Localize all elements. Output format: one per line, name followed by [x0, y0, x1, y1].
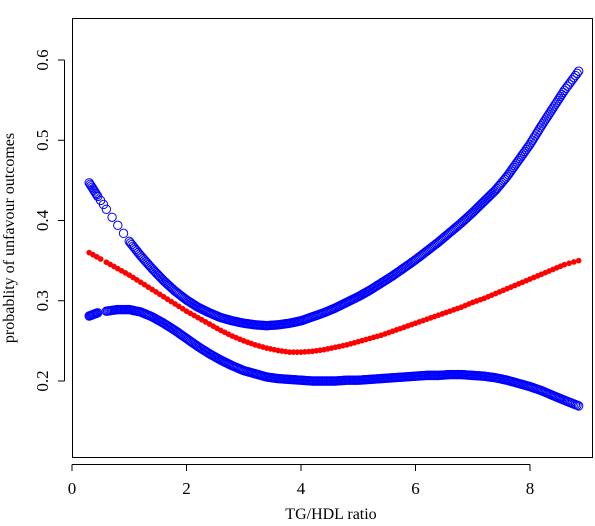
y-tick-label: 0.4	[33, 209, 52, 231]
x-axis-title: TG/HDL ratio	[285, 506, 376, 523]
data-point	[566, 260, 572, 267]
y-tick-label: 0.6	[33, 49, 52, 70]
data-point	[573, 66, 584, 76]
series-upper-confidence-bound	[84, 66, 584, 331]
y-tick-label: 0.3	[33, 290, 52, 311]
x-tick-label: 4	[297, 479, 306, 498]
data-point	[575, 257, 582, 264]
data-point	[118, 228, 129, 239]
data-point	[90, 187, 100, 197]
y-axis-title: probablity of unfavour outcomes	[1, 133, 18, 343]
data-point	[571, 259, 577, 265]
y-tick-label: 0.2	[33, 370, 52, 391]
data-point	[91, 188, 101, 199]
data-point	[573, 401, 584, 411]
data-point	[107, 212, 117, 222]
data-point	[561, 261, 568, 268]
y-tick-label: 0.5	[33, 130, 52, 151]
x-tick-label: 0	[68, 479, 77, 498]
x-tick-label: 8	[526, 479, 535, 498]
plot-frame	[72, 18, 593, 458]
data-point	[97, 256, 104, 262]
series-lower-confidence-bound	[84, 304, 584, 411]
data-point	[98, 199, 109, 210]
x-tick-label: 2	[182, 479, 191, 498]
x-axis: 0 2 4 6 8	[68, 464, 535, 498]
data-point	[101, 204, 112, 214]
y-axis: 0.2 0.3 0.4 0.5 0.6	[33, 49, 65, 392]
chart-marks	[84, 66, 584, 411]
data-point	[113, 220, 123, 231]
series-estimate	[86, 249, 582, 355]
data-point	[572, 68, 582, 79]
x-tick-label: 6	[411, 479, 420, 498]
